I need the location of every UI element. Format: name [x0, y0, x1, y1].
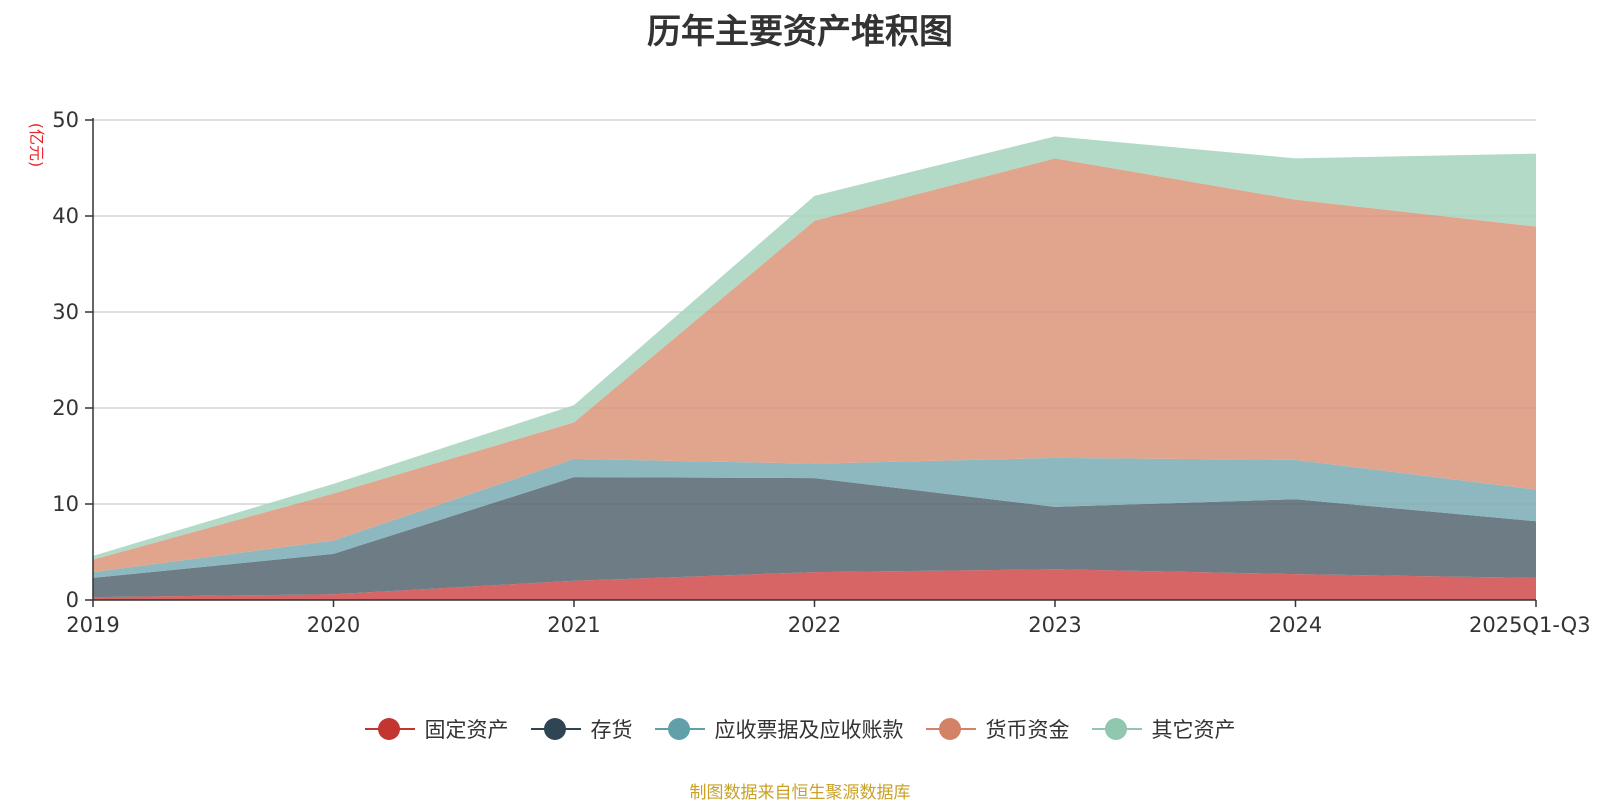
y-tick-label: 40	[52, 204, 79, 228]
x-tick-label: 2021	[547, 613, 600, 637]
y-tick-label: 10	[52, 492, 79, 516]
area-series-1	[93, 569, 1536, 600]
chart-title: 历年主要资产堆积图	[647, 12, 953, 52]
source-note: 制图数据来自恒生聚源数据库	[689, 783, 911, 803]
area-series-5	[93, 136, 1536, 560]
legend-label: 其它资产	[1151, 718, 1236, 742]
x-tick-label: 2019	[66, 613, 119, 637]
area-series-4	[93, 158, 1536, 573]
legend-item[interactable]: 其它资产	[1091, 714, 1236, 744]
legend-item[interactable]: 固定资产	[364, 714, 509, 744]
legend-marker-icon	[530, 718, 581, 740]
x-tick-label: 2024	[1269, 613, 1322, 637]
chart-legend: 固定资产 存货 应收票据及应收账款 货币资金 其它资产	[0, 714, 1600, 744]
y-axis-unit-label: (亿元)	[27, 123, 46, 168]
area-series-2	[93, 477, 1536, 598]
legend-marker-icon	[925, 718, 976, 740]
legend-label: 应收票据及应收账款	[714, 718, 904, 742]
y-tick-label: 0	[66, 588, 79, 612]
y-tick-label: 30	[52, 300, 79, 324]
legend-label: 货币资金	[985, 718, 1070, 742]
legend-item[interactable]: 应收票据及应收账款	[654, 714, 904, 744]
legend-marker-icon	[654, 718, 705, 740]
y-tick-label: 50	[52, 108, 79, 132]
x-tick-label: 2022	[788, 613, 841, 637]
legend-marker-icon	[1091, 718, 1142, 740]
x-tick-label: 2023	[1028, 613, 1081, 637]
legend-item[interactable]: 货币资金	[925, 714, 1070, 744]
legend-label: 固定资产	[424, 718, 509, 742]
stacked-area-chart: 0 10 20 30 40 50 2019 2020 2021 2022 2023 2024 2025Q…	[27, 108, 1591, 637]
legend-label: 存货	[590, 718, 633, 742]
legend-marker-icon	[364, 718, 415, 740]
y-tick-label: 20	[52, 396, 79, 420]
x-tick-label: 2020	[307, 613, 360, 637]
area-series-3	[93, 457, 1536, 578]
legend-item[interactable]: 存货	[530, 714, 633, 744]
x-tick-label: 2025Q1-Q3	[1469, 613, 1591, 637]
